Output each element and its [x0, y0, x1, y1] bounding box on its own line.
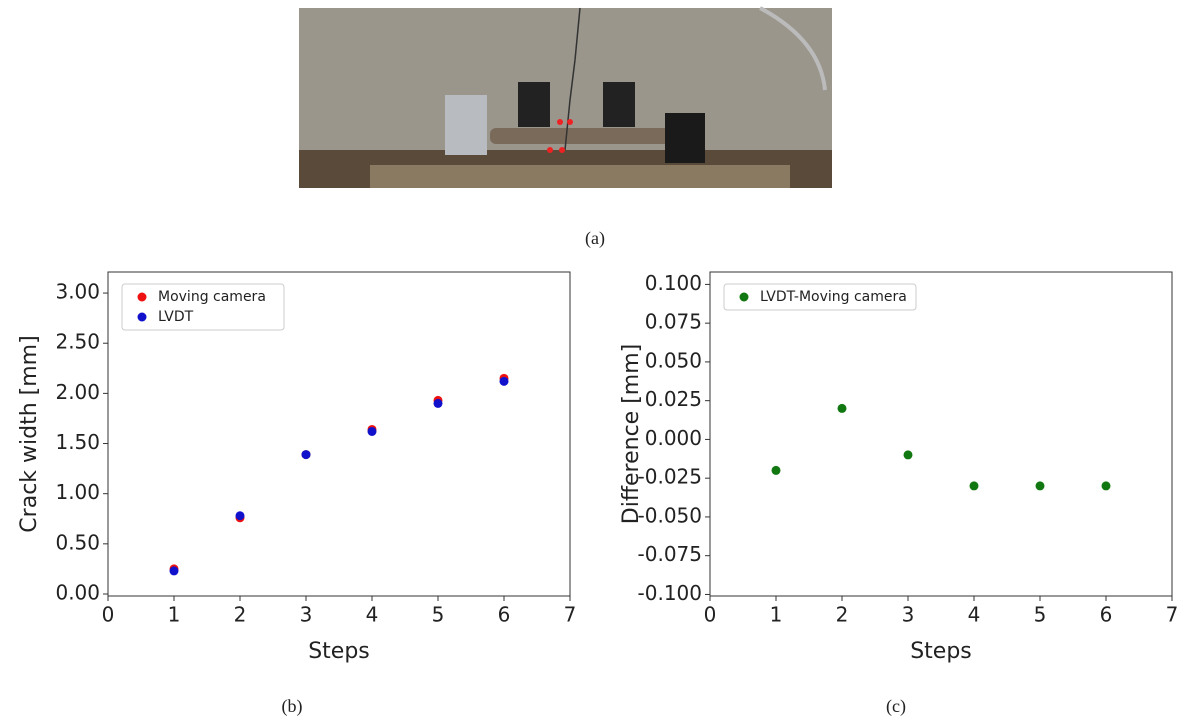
x-tick-label: 3: [300, 603, 313, 627]
photo-clamp: [665, 113, 705, 163]
x-tick-label: 2: [836, 603, 849, 627]
data-point: [367, 426, 377, 436]
x-tick-label: 4: [366, 603, 379, 627]
legend-marker: [137, 292, 147, 302]
data-point: [301, 450, 311, 460]
y-tick-label: 0.075: [645, 310, 702, 334]
x-tick-label: 5: [1034, 603, 1047, 627]
x-axis-label: Steps: [910, 639, 972, 664]
y-tick-label: -0.075: [638, 542, 702, 566]
y-tick-label: 0.025: [645, 387, 702, 411]
y-tick-label: 1.50: [55, 430, 100, 454]
caption: (c): [886, 696, 906, 717]
y-tick-label: 0.50: [55, 530, 100, 554]
x-tick-label: 5: [432, 603, 445, 627]
x-tick-label: 3: [902, 603, 915, 627]
data-point: [903, 450, 913, 460]
y-tick-label: -0.025: [638, 465, 702, 489]
data-point: [499, 376, 509, 386]
legend-box: [121, 283, 285, 331]
y-axis-label: Crack width [mm]: [17, 335, 42, 532]
plot-frame: [107, 271, 571, 597]
y-tick-label: 0.00: [55, 580, 100, 604]
data-point: [771, 465, 781, 475]
y-tick-label: 0.050: [645, 348, 702, 372]
legend-label: Moving camera: [158, 289, 266, 305]
x-tick-label: 2: [234, 603, 247, 627]
photo-marker: [567, 119, 573, 125]
y-axis-label: Difference [mm]: [619, 344, 644, 524]
data-point: [1101, 481, 1111, 491]
y-tick-label: 2.00: [55, 380, 100, 404]
data-point: [235, 511, 245, 521]
y-tick-label: 1.00: [55, 480, 100, 504]
caption: (a): [585, 228, 605, 249]
data-point: [169, 566, 179, 576]
data-point: [1035, 481, 1045, 491]
y-tick-label: 3.00: [55, 280, 100, 304]
y-tick-label: 0.100: [645, 271, 702, 295]
y-tick-label: 0.000: [645, 426, 702, 450]
photo-marker: [547, 147, 553, 153]
photo-cable: [759, 6, 827, 91]
photo-marker: [557, 119, 563, 125]
data-point: [433, 398, 443, 408]
photo: [299, 6, 832, 188]
photo-block: [445, 95, 487, 155]
x-tick-label: 1: [770, 603, 783, 627]
x-axis-label: Steps: [308, 639, 370, 664]
x-tick-label: 0: [102, 603, 115, 627]
y-tick-label: -0.050: [638, 503, 702, 527]
legend-marker: [137, 312, 147, 322]
data-point: [837, 403, 847, 413]
x-tick-label: 7: [564, 603, 577, 627]
legend-marker: [739, 292, 749, 302]
x-tick-label: 1: [168, 603, 181, 627]
photo-lvdt: [490, 128, 680, 144]
plot-frame: [709, 271, 1173, 597]
y-tick-label: -0.100: [638, 581, 702, 605]
x-tick-label: 6: [1100, 603, 1113, 627]
x-tick-label: 7: [1166, 603, 1179, 627]
caption: (b): [282, 696, 303, 717]
photo-target: [518, 82, 550, 127]
x-tick-label: 6: [498, 603, 511, 627]
legend-label: LVDT-Moving camera: [760, 289, 907, 305]
photo-support: [370, 165, 790, 188]
photo-crack: [564, 7, 581, 151]
x-tick-label: 4: [968, 603, 981, 627]
legend-box: [723, 283, 917, 311]
x-tick-label: 0: [704, 603, 717, 627]
legend-label: LVDT: [158, 309, 194, 325]
photo-target: [603, 82, 635, 127]
photo-marker: [559, 147, 565, 153]
y-tick-label: 2.50: [55, 330, 100, 354]
data-point: [969, 481, 979, 491]
